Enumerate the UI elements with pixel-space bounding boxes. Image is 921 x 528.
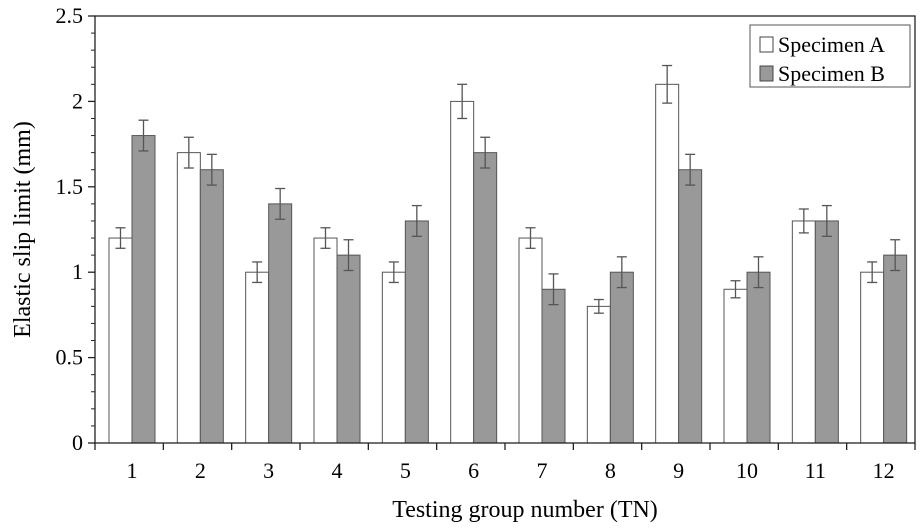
error-bar-specimen-a-2 (183, 136, 194, 169)
x-tick-label: 11 (805, 458, 826, 483)
bar-specimen-a-7 (518, 237, 543, 444)
axes-layer: 00.511.522.51 2 3 4 5 6 7 8 9 10 11 12 (56, 3, 916, 483)
error-bar-specimen-b-11 (821, 204, 832, 237)
y-tick-label: 0.5 (56, 345, 84, 370)
bar-specimen-b-6 (473, 152, 498, 444)
bar-specimen-a-1 (108, 237, 133, 444)
x-axis-title: Testing group number (TN) (392, 497, 658, 523)
error-bar-specimen-a-9 (662, 64, 673, 104)
x-tick-label: 1 (127, 458, 138, 483)
bar-specimen-a-4 (313, 237, 338, 444)
legend-label-specimen-a: Specimen A (778, 32, 885, 57)
x-tick-label: 5 (400, 458, 411, 483)
error-bar-specimen-a-4 (320, 227, 331, 249)
bar-specimen-b-10 (746, 271, 771, 444)
y-axis-title: Elastic slip limit (mm) (10, 121, 36, 338)
bar-specimen-b-11 (814, 220, 839, 444)
bar-specimen-a-11 (791, 220, 816, 444)
error-bar-specimen-a-3 (252, 261, 263, 284)
error-bar-specimen-b-7 (548, 273, 559, 306)
x-tick-label: 6 (468, 458, 479, 483)
x-tick-label: 4 (332, 458, 343, 483)
bar-specimen-a-2 (176, 152, 201, 444)
legend-swatch-specimen-b (759, 65, 774, 82)
x-tick-label: 8 (605, 458, 616, 483)
legend-label-specimen-b: Specimen B (778, 61, 885, 86)
x-tick-label: 3 (263, 458, 274, 483)
bar-specimen-b-8 (609, 271, 634, 444)
legend-box (749, 24, 911, 88)
x-tick-label: 9 (673, 458, 684, 483)
bar-specimen-b-5 (404, 220, 429, 444)
error-bar-specimen-a-12 (867, 261, 878, 284)
bar-specimen-b-7 (541, 288, 566, 444)
error-bar-specimen-b-3 (275, 187, 286, 220)
error-bar-specimen-b-12 (890, 239, 901, 272)
bar-specimen-b-9 (678, 169, 703, 444)
bar-specimen-a-12 (860, 271, 885, 444)
error-bar-specimen-b-4 (343, 239, 354, 272)
error-bar-specimen-a-6 (457, 83, 468, 120)
y-tick-label: 2.5 (56, 3, 84, 28)
y-tick-label: 1.5 (56, 174, 84, 199)
error-bar-specimen-a-11 (798, 208, 809, 234)
bars-layer (108, 83, 908, 444)
x-tick-label: 2 (195, 458, 206, 483)
error-bar-specimen-b-9 (685, 153, 696, 186)
error-bar-specimen-a-5 (388, 261, 399, 284)
error-bar-specimen-a-7 (525, 227, 536, 249)
error-bars-layer (115, 64, 901, 314)
error-bar-specimen-a-8 (593, 298, 604, 314)
bar-specimen-b-2 (199, 169, 224, 444)
y-tick-label: 2 (72, 88, 83, 113)
bar-specimen-b-1 (131, 135, 156, 444)
x-tick-label: 12 (873, 458, 895, 483)
bar-specimen-a-8 (586, 305, 611, 444)
y-tick-label: 1 (72, 259, 83, 284)
error-bar-specimen-a-10 (730, 280, 741, 299)
legend: Specimen A Specimen B (749, 24, 911, 88)
bar-specimen-a-9 (655, 83, 680, 444)
bar-specimen-a-6 (450, 100, 475, 444)
bar-specimen-b-4 (336, 254, 361, 444)
bar-specimen-b-3 (268, 203, 293, 444)
bar-specimen-a-3 (245, 271, 270, 444)
error-bar-specimen-b-2 (206, 153, 217, 186)
error-bar-specimen-b-8 (616, 256, 627, 289)
y-tick-label: 0 (72, 430, 83, 455)
x-tick-label: 7 (537, 458, 548, 483)
x-tick-label: 10 (736, 458, 758, 483)
bar-specimen-a-5 (381, 271, 406, 444)
error-bar-specimen-b-1 (138, 119, 149, 152)
bar-specimen-b-12 (883, 254, 908, 444)
error-bar-specimen-b-6 (480, 136, 491, 169)
bar-specimen-a-10 (723, 288, 748, 444)
error-bar-specimen-b-10 (753, 256, 764, 289)
legend-swatch-specimen-a (759, 36, 774, 53)
error-bar-specimen-a-1 (115, 227, 126, 249)
error-bar-specimen-b-5 (411, 204, 422, 237)
